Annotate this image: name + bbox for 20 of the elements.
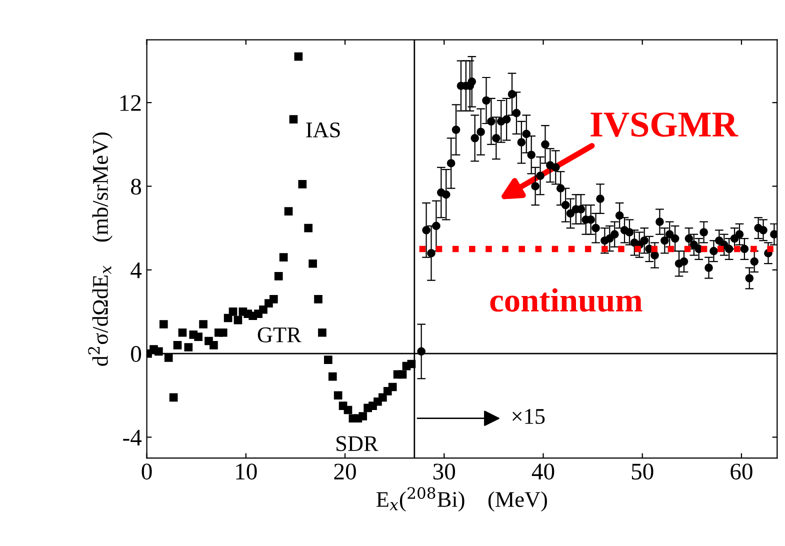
y-tick-label: 4 — [130, 262, 142, 278]
y-tick-label: -4 — [123, 430, 142, 446]
x-tick-label: 60 — [730, 464, 752, 480]
y-tick-label: 12 — [120, 95, 141, 111]
x-tick-label: 0 — [142, 464, 152, 480]
x-tick-label: 30 — [433, 464, 456, 480]
x-tick-label: 20 — [334, 464, 356, 480]
annotation: SDR — [336, 436, 378, 452]
annotation: continuum — [490, 288, 642, 312]
annotation: IAS — [306, 122, 340, 138]
y-tick-label: 0 — [131, 346, 142, 362]
text: d$^{2}$σ/dΩdE$_{x}$ (mb/srMeV) — [88, 132, 112, 366]
x-tick-label: 10 — [236, 464, 257, 480]
annotation: ×15 — [512, 409, 545, 424]
annotation: GTR — [258, 327, 302, 342]
x-tick-label: 50 — [632, 464, 654, 480]
x-tick-label: 40 — [532, 464, 554, 480]
x-axis-title: E$_{x}$($^{208}$Bi) (MeV) — [376, 487, 547, 512]
annotation: IVSGMR — [590, 112, 738, 137]
y-tick-label: 8 — [131, 178, 142, 195]
